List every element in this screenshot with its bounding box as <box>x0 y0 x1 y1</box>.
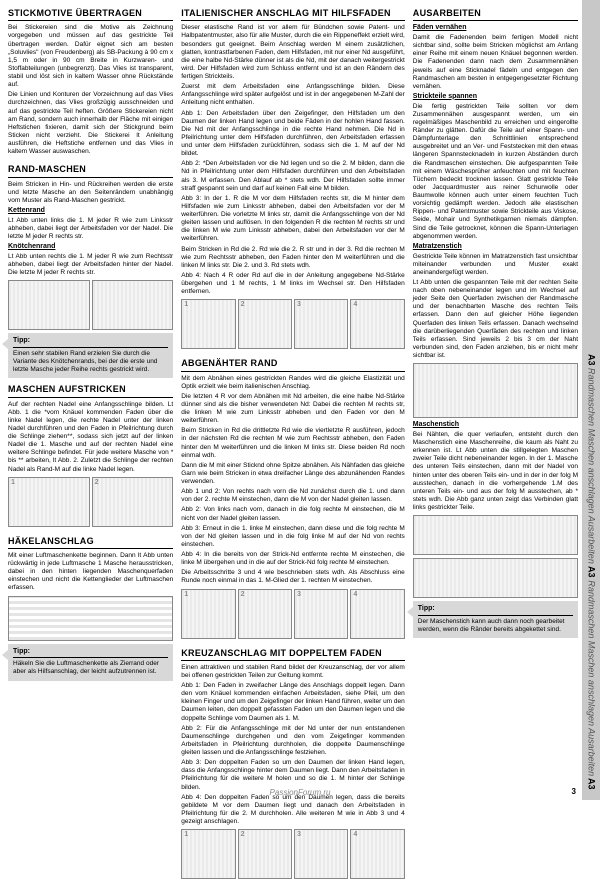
section-randmaschen: RAND-MASCHEN Beim Stricken in Hin- und R… <box>8 164 173 378</box>
para: Auf der rechten Nadel eine Anfangsschlin… <box>8 401 173 474</box>
para: Abb 2: *Den Arbeitsfaden vor die Nd lege… <box>181 160 405 193</box>
tip-label: Tipp: <box>418 605 573 616</box>
subhead: Kettenrand <box>8 207 173 216</box>
para: Bei Nähten, die quer verlaufen, entsteht… <box>413 431 578 512</box>
diagram: 1 <box>181 829 235 879</box>
diagram: 1 <box>181 589 235 639</box>
diagram: 2 <box>238 589 292 639</box>
diagram <box>8 280 90 330</box>
section-haekel: HÄKELANSCHLAG Mit einer Luftmaschenkette… <box>8 536 173 681</box>
diagram: 3 <box>294 589 348 639</box>
diagram <box>413 363 578 418</box>
diagram <box>92 280 174 330</box>
diagram: 2 <box>238 829 292 879</box>
diagram: 2 <box>92 477 174 527</box>
heading: ABGENÄHTER RAND <box>181 358 405 371</box>
diagram-row: 1 2 3 4 <box>181 829 405 879</box>
para: Zuerst mit dem Arbeitsfaden eine Anfangs… <box>181 83 405 107</box>
tip-label: Tipp: <box>13 337 168 348</box>
para: Abb 2: Von links nach vorn, danach in di… <box>181 506 405 522</box>
para: Damit die Fadenenden beim fertigen Model… <box>413 34 578 91</box>
diagram-row <box>8 280 173 330</box>
para: Lt Abb unten rechts die 1. M jeder R wie… <box>8 253 173 277</box>
para: Abb 1 und 2: Von rechts nach vorn die Nd… <box>181 488 405 504</box>
diagram: 1 <box>181 299 235 349</box>
section-aufstricken: MASCHEN AUFSTRICKEN Auf der rechten Nade… <box>8 384 173 529</box>
para: Gestrickte Teile können im Matratzenstic… <box>413 253 578 277</box>
para: Abb 1: Den Faden in zweifacher Länge des… <box>181 682 405 723</box>
para: Die Linien und Konturen der Vorzeichnung… <box>8 91 173 156</box>
diagram: 3 <box>294 299 348 349</box>
diagram: 2 <box>238 299 292 349</box>
para: Lt Abb unten links die 1. M jeder R wie … <box>8 217 173 241</box>
para: Dieser elastische Rand ist vor allem für… <box>181 24 405 81</box>
tip-label: Tipp: <box>13 648 168 659</box>
diagram: 4 <box>350 589 404 639</box>
para: Abb 4: Nach 4 R oder Rd auf die in der A… <box>181 272 405 296</box>
section-kreuz: KREUZANSCHLAG MIT DOPPELTEM FADEN Einen … <box>181 648 405 882</box>
para: Abb 2: Für die Anfangsschlinge mit der N… <box>181 725 405 758</box>
diagram: 4 <box>350 829 404 879</box>
para: Abb 4: Den doppelten Faden so um den Dau… <box>181 794 405 827</box>
para: Abb 3: Erneut in die 1. linke M einstech… <box>181 525 405 549</box>
para: Die letzten 4 R vor dem Abnähen mit Nd a… <box>181 393 405 426</box>
para: Mit einer Luftmaschenkette beginnen. Dan… <box>8 552 173 593</box>
para: Die fertig gestrickten Teile sollten vor… <box>413 103 578 241</box>
para: Bei Stickereien sind die Motive als Zeic… <box>8 24 173 89</box>
para: Mit dem Abnähen eines gestrickten Randes… <box>181 375 405 391</box>
crochet-diagram <box>8 596 173 641</box>
subhead: Fäden vernähen <box>413 24 578 33</box>
heading: RAND-MASCHEN <box>8 164 173 177</box>
para: Abb 1: Den Arbeitsfaden über den Zeigefi… <box>181 110 405 159</box>
para: Beim Stricken in Rd die drittletzte Rd w… <box>181 427 405 460</box>
tip-box: Tipp: Einen sehr stabilen Rand erzielen … <box>8 333 173 378</box>
diagram: 1 <box>8 477 90 527</box>
diagram-row: 1 2 3 4 <box>181 299 405 349</box>
section-italienisch: ITALIENISCHER ANSCHLAG MIT HILFSFADEN Di… <box>181 8 405 352</box>
section-abgenaeht: ABGENÄHTER RAND Mit dem Abnähen eines ge… <box>181 358 405 641</box>
diagram-row: 1 2 3 4 <box>181 589 405 639</box>
para: Lt Abb unten die gespannten Teile mit de… <box>413 279 578 360</box>
diagram <box>413 558 578 598</box>
heading: KREUZANSCHLAG MIT DOPPELTEM FADEN <box>181 648 405 661</box>
heading: AUSARBEITEN <box>413 8 578 21</box>
diagram <box>413 515 578 555</box>
section-ausarbeiten: AUSARBEITEN Fäden vernähen Damit die Fad… <box>413 8 578 638</box>
heading: MASCHEN AUFSTRICKEN <box>8 384 173 397</box>
para: Abb 3: Den doppelten Faden so um den Dau… <box>181 759 405 792</box>
diagram-row: 1 2 <box>8 477 173 527</box>
para: Dann die M mit einer Sticknd ohne Spitze… <box>181 462 405 486</box>
tip-text: Einen sehr stabilen Rand erzielen Sie du… <box>13 350 157 373</box>
tip-text: Der Maschenstich kann auch dann noch gea… <box>418 618 565 633</box>
watermark: PassionForum.ru <box>270 788 331 798</box>
subhead: Knötchenrand <box>8 243 173 252</box>
diagram: 3 <box>294 829 348 879</box>
side-tab: A3 Randmaschen Maschen anschlagen Ausarb… <box>582 0 600 800</box>
subhead: Strickteile spannen <box>413 93 578 102</box>
section-stickmotive: STICKMOTIVE ÜBERTRAGEN Bei Stickereien s… <box>8 8 173 158</box>
tip-box: Tipp: Häkeln Sie die Luftmaschenkette al… <box>8 644 173 681</box>
para: Abb 3: In der 1. R die M vor dem Hilfsfa… <box>181 195 405 244</box>
subhead: Matratzenstich <box>413 243 578 252</box>
para: Beim Stricken in Hin- und Rückreihen wer… <box>8 181 173 205</box>
heading: ITALIENISCHER ANSCHLAG MIT HILFSFADEN <box>181 8 405 21</box>
page-number: 3 <box>572 787 576 797</box>
para: Abb 4: In die bereits von der Strick-Nd … <box>181 551 405 567</box>
subhead: Maschenstich <box>413 421 578 430</box>
heading: HÄKELANSCHLAG <box>8 536 173 549</box>
tip-box: Tipp: Der Maschenstich kann auch dann no… <box>413 601 578 638</box>
tip-text: Häkeln Sie die Luftmaschenkette als Zier… <box>13 660 159 675</box>
diagram: 4 <box>350 299 404 349</box>
para: Die Arbeitsschritte 3 und 4 wie beschrie… <box>181 569 405 585</box>
para: Einen attraktiven und stabilen Rand bild… <box>181 664 405 680</box>
heading: STICKMOTIVE ÜBERTRAGEN <box>8 8 173 21</box>
para: Beim Stricken in Rd die 2. Rd wie die 2.… <box>181 246 405 270</box>
